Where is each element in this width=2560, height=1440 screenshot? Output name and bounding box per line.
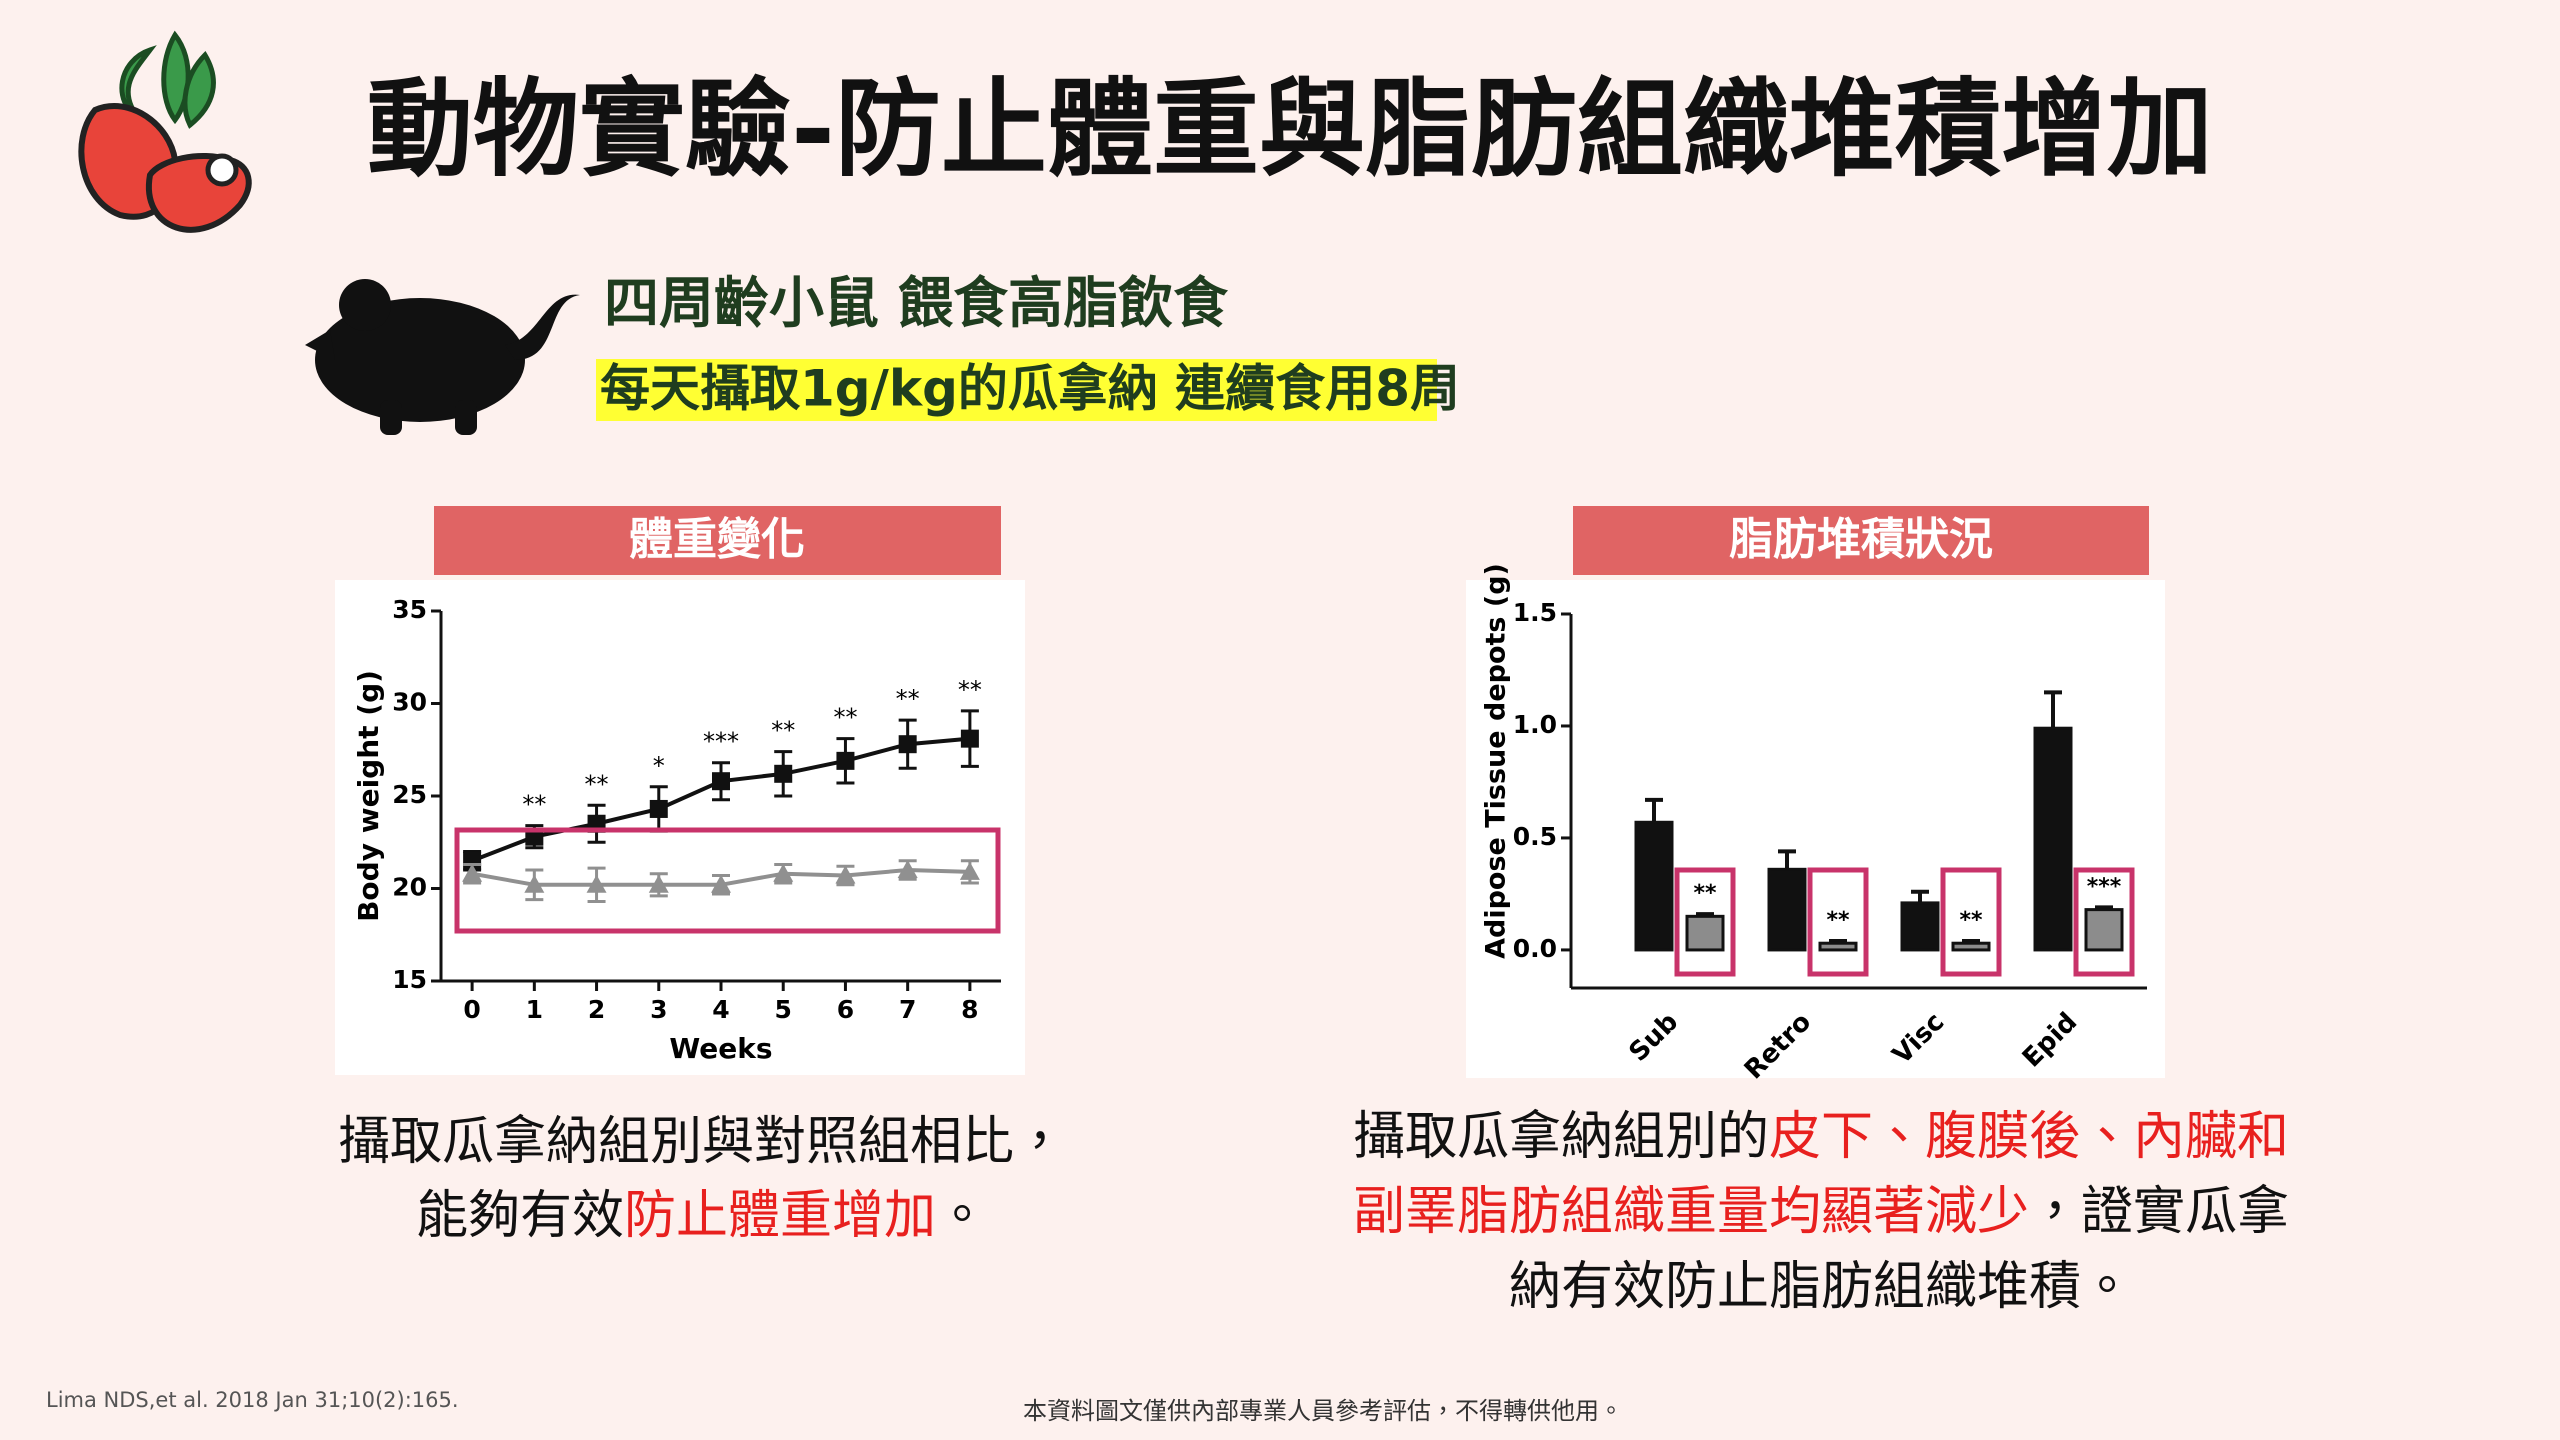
significance: **	[771, 717, 795, 745]
marker	[960, 729, 979, 748]
caption-text: ，證實瓜拿	[2029, 1182, 2289, 1242]
significance: ***	[703, 728, 739, 756]
marker	[462, 863, 483, 882]
bar	[2084, 908, 2124, 952]
significance: **	[958, 676, 982, 704]
x-tick-label: 6	[837, 995, 854, 1024]
significance: **	[896, 685, 920, 713]
y-tick-label: 30	[392, 688, 427, 717]
x-axis-label: Weeks	[669, 1032, 772, 1065]
y-tick-label: 1.5	[1513, 598, 1557, 627]
marker	[649, 799, 668, 818]
error-bar	[1778, 849, 1796, 870]
caption-text: 納有效防止脂肪組織堆積。	[1509, 1257, 2133, 1317]
x-tick-label: 7	[899, 995, 916, 1024]
charts: 15 20 25 30 35 0 1 2 3 4 5 6 7 8 Weeks Body weight (g) *…	[352, 563, 2147, 1085]
y-tick-label: 20	[392, 873, 427, 902]
caption-line: 攝取瓜拿納組別與對照組相比，	[338, 1112, 1066, 1172]
x-tick-label: 8	[961, 995, 978, 1024]
significance: **	[1693, 881, 1717, 906]
mouse-icon	[305, 279, 580, 435]
bar	[2033, 726, 2073, 952]
caption-text: 防止體重增加	[624, 1186, 936, 1246]
y-axis-label: Body weight (g)	[352, 670, 385, 922]
significance: **	[522, 791, 546, 819]
logo	[78, 30, 252, 233]
highlight-box	[1940, 867, 2002, 977]
marker	[897, 860, 918, 878]
error-bar	[1645, 797, 1663, 823]
caption-text: 皮下、腹膜後、內臟和	[1769, 1107, 2289, 1167]
error-bar	[2044, 690, 2062, 729]
panel-heading: 脂肪堆積狀況	[1729, 514, 1993, 565]
bar	[1767, 867, 1807, 952]
significance: **	[585, 770, 609, 798]
highlight-box	[454, 827, 1001, 934]
significance: **	[833, 704, 857, 732]
y-axis-label: Adipose Tissue depots (g)	[1481, 563, 1512, 959]
x-tick-label: 2	[588, 995, 605, 1024]
slide-title: 動物實驗-防止體重與脂肪組織堆積增加	[367, 68, 2213, 191]
x-tick-label: 5	[775, 995, 792, 1024]
bar	[1951, 941, 1991, 952]
y-tick-label: 1.0	[1513, 710, 1557, 739]
x-tick-label: 0	[463, 995, 480, 1024]
caption-line: 副睪脂肪組織重量均顯著減少，證實瓜拿	[1353, 1182, 2289, 1242]
marker	[711, 874, 731, 893]
marker	[773, 863, 794, 882]
significance: ***	[2087, 874, 2122, 899]
significance: **	[1826, 908, 1850, 933]
x-tick-label: 1	[526, 995, 543, 1024]
panel-heading-bg	[1573, 506, 2149, 575]
caption-text: 攝取瓜拿納組別與對照組相比，	[338, 1112, 1066, 1172]
highlight-box	[1807, 867, 1869, 977]
marker	[835, 865, 856, 884]
caption-text: 副睪脂肪組織重量均顯著減少	[1353, 1182, 2029, 1242]
panel-heading-bg	[434, 506, 1001, 575]
caption-line: 能夠有效防止體重增加。	[416, 1186, 988, 1246]
caption-line: 攝取瓜拿納組別的皮下、腹膜後、內臟和	[1353, 1107, 2289, 1167]
y-tick-label: 0.0	[1513, 934, 1557, 963]
marker	[959, 861, 980, 880]
highlight	[596, 359, 1437, 421]
caption-text: 能夠有效	[416, 1186, 624, 1246]
caption-line: 納有效防止脂肪組織堆積。	[1509, 1257, 2133, 1317]
marker	[898, 735, 917, 754]
intro-line: 每天攝取1g/kg的瓜拿納 連續食用8周	[600, 360, 1460, 418]
caption-text: 。	[936, 1186, 988, 1246]
significance: *	[653, 752, 665, 780]
y-tick-label: 0.5	[1513, 822, 1557, 851]
bar	[1685, 914, 1725, 952]
panel-heading: 體重變化	[629, 514, 805, 565]
bar	[1900, 901, 1940, 952]
marker	[524, 874, 545, 893]
caption-text: 攝取瓜拿納組別的	[1353, 1107, 1769, 1167]
significance: **	[1959, 908, 1983, 933]
marker	[774, 764, 793, 783]
captions: 攝取瓜拿納組別與對照組相比， 能夠有效防止體重增加。 攝取瓜拿納組別的皮下、腹膜後、…	[338, 1107, 2289, 1317]
marker	[586, 874, 607, 893]
notice: 本資料圖文僅供內部專業人員參考評估，不得轉供他用。	[1023, 1397, 1623, 1425]
marker	[648, 874, 669, 893]
x-tick-label: 3	[650, 995, 667, 1024]
marker	[712, 772, 730, 791]
intro-line: 四周齡小鼠 餵食高脂飲食	[604, 271, 1228, 335]
highlight-box	[1674, 867, 1736, 977]
marker	[836, 751, 855, 770]
x-tick-label: 4	[712, 995, 729, 1024]
bar	[1634, 820, 1674, 952]
y-tick-label: 35	[392, 595, 427, 624]
y-tick-label: 15	[392, 965, 427, 994]
citation: Lima NDS,et al. 2018 Jan 31;10(2):165.	[46, 1388, 459, 1412]
highlight-box	[2073, 867, 2135, 977]
y-tick-label: 25	[392, 780, 427, 809]
error-bar	[1911, 889, 1929, 903]
bar	[1818, 941, 1858, 952]
